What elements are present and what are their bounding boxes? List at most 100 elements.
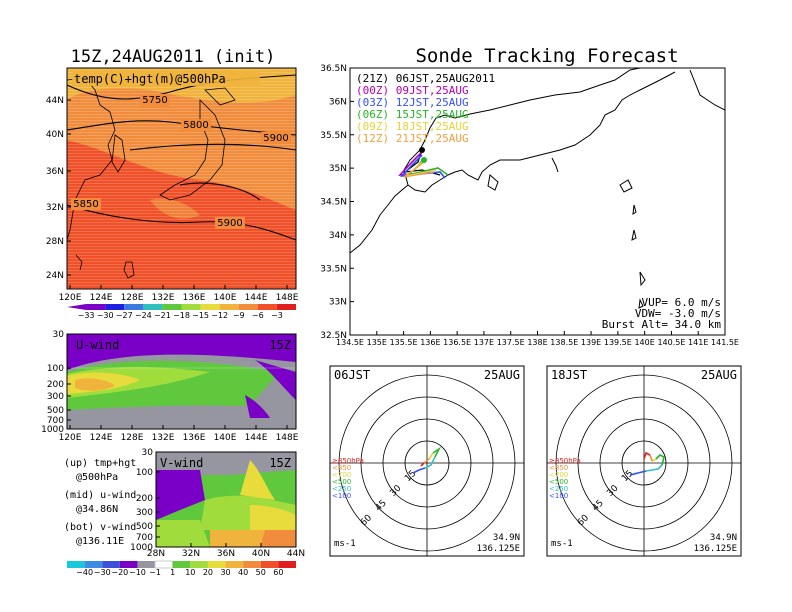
colorbar-cell	[102, 561, 120, 568]
lon-tick-label: 140.5E	[657, 338, 685, 347]
lon-tick-label: 124E	[90, 433, 113, 443]
hodograph-trace	[423, 458, 430, 464]
lat-tick-label: 36N	[46, 167, 64, 177]
init-title: 15Z,24AUG2011 (init)	[71, 47, 276, 67]
lon-tick-label: 136E	[183, 293, 206, 303]
hodograph-time: 18JST	[551, 368, 587, 382]
colorbar-tick-label: −12	[211, 311, 228, 320]
colorbar-tick-label: 10	[185, 568, 195, 577]
colorbar-cell	[67, 304, 87, 310]
colorbar-cell	[190, 561, 208, 568]
hodograph-trace	[428, 452, 434, 460]
lon-tick-label: 141E	[688, 338, 708, 347]
pressure-tick-label: 1000	[41, 425, 64, 435]
lat-tick-label: 34.5N	[320, 198, 347, 208]
track-map-panel: (21Z) 06JST,25AUG2011(00Z) 09JST,25AUG(0…	[320, 64, 739, 347]
track-parameter: VUP= 6.0 m/s	[642, 296, 721, 309]
hodograph-legend-entry: <100	[549, 492, 568, 500]
lat-tick-label: 44N	[287, 549, 305, 559]
hodograph-legend-entry: <250	[549, 485, 568, 493]
vwind-time: 15Z	[269, 456, 291, 470]
track-parameter: VDW= -3.0 m/s	[635, 307, 721, 320]
contour-label: 5750	[142, 95, 167, 106]
colorbar-cell	[119, 561, 138, 568]
colorbar-cell	[181, 304, 201, 310]
contour-label: 5800	[183, 120, 208, 131]
pressure-tick-label: 100	[47, 364, 64, 374]
colorbar-cell	[137, 561, 156, 568]
colorbar-tick-label: −9	[233, 311, 245, 320]
lon-tick-label: 138E	[527, 338, 547, 347]
colorbar-cell	[260, 561, 279, 568]
colorbar-tick-label: −33	[78, 311, 95, 320]
track-coastline	[350, 68, 725, 309]
lon-tick-label: 120E	[59, 433, 82, 443]
main-title: Sonde Tracking Forecast	[415, 45, 678, 67]
hodograph-trace	[645, 464, 663, 472]
lat-tick-label: 36N	[329, 97, 347, 107]
lat-tick-label: 40N	[252, 549, 270, 559]
colorbar-tick-label: −18	[173, 311, 190, 320]
colorbar-cell	[162, 304, 182, 310]
lon-tick-label: 132E	[152, 293, 175, 303]
colorbar-cell	[67, 561, 85, 568]
vwind-label: V-wind	[160, 456, 203, 470]
colorbar-cell	[225, 561, 244, 568]
colorbar-cell	[84, 561, 103, 568]
lon-tick-label: 139E	[581, 338, 601, 347]
lon-tick-label: 136E	[183, 433, 206, 443]
colorbar-tick-label: −3	[271, 311, 283, 320]
lon-tick-label: 135E	[367, 338, 387, 347]
lon-tick-label: 148E	[276, 293, 299, 303]
lat-tick-label: 36.5N	[320, 64, 347, 74]
lon-tick-label: 140E	[214, 433, 237, 443]
colorbar-tick-label: −27	[116, 311, 133, 320]
colorbar-tick-label: −24	[135, 311, 152, 320]
lon-tick-label: 135.5E	[390, 338, 418, 347]
panel-note: @500hPa	[76, 472, 118, 483]
colorbar-tick-label: 30	[220, 568, 230, 577]
lon-tick-label: 148E	[276, 433, 299, 443]
track-legend-entry: (21Z) 06JST,25AUG2011	[356, 72, 495, 85]
lon-tick-label: 136.5E	[443, 338, 471, 347]
hodograph-legend-entry: <850	[549, 464, 568, 472]
colorbar-tick-label: −30	[97, 311, 114, 320]
lon-tick-label: 134.5E	[336, 338, 364, 347]
track-legend-entry: (06Z) 15JST,25AUG	[356, 108, 469, 121]
pressure-tick-label: 700	[47, 416, 64, 426]
lon-tick-label: 132E	[152, 433, 175, 443]
colorbar-cell	[276, 304, 296, 310]
pressure-tick-label: 1000	[130, 543, 153, 553]
lat-tick-label: 35.5N	[320, 131, 347, 141]
lon-tick-label: 141.5E	[711, 338, 739, 347]
colorbar-cell	[278, 561, 296, 568]
colorbar-tick-label: 60	[273, 568, 283, 577]
colorbar-cell	[257, 304, 277, 310]
pressure-tick-label: 200	[136, 494, 153, 504]
colorbar-tick-label: −1	[149, 568, 161, 577]
lon-tick-label: 144E	[245, 293, 268, 303]
lon-tick-label: 137E	[474, 338, 494, 347]
colorbar-cell	[124, 304, 144, 310]
hodograph-legend-entry: ≥850hPa	[549, 457, 581, 465]
lat-tick-label: 28N	[46, 237, 64, 247]
contour-label: 5900	[217, 218, 242, 229]
temp-map-label: temp(C)+hgt(m)@500hPa	[74, 72, 226, 86]
lat-tick-label: 32N	[46, 203, 64, 213]
track-parameter: Burst Alt= 34.0 km	[602, 318, 722, 331]
lon-tick-label: 136E	[420, 338, 440, 347]
hodograph-trace	[643, 451, 651, 460]
colorbar-tick-label: 20	[203, 568, 213, 577]
lat-tick-label: 36N	[217, 549, 235, 559]
hodograph-legend-entry: <500	[332, 478, 351, 486]
colorbar-tick-label: −10	[129, 568, 146, 577]
lon-tick-label: 128E	[121, 433, 144, 443]
colorbar-cell	[154, 560, 174, 569]
lon-tick-label: 124E	[90, 293, 113, 303]
hodograph-lat: 34.9N	[493, 533, 520, 543]
uwind-time: 15Z	[269, 338, 291, 352]
colorbar-tick-label: −30	[94, 568, 111, 577]
pressure-tick-label: 30	[142, 448, 154, 458]
